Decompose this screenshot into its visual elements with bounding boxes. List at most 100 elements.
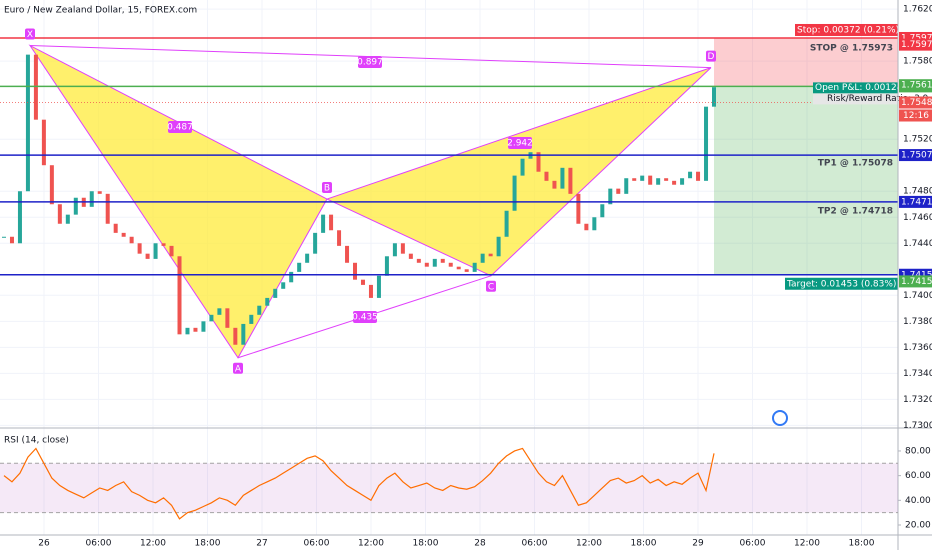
candle [432, 258, 437, 267]
candle [656, 178, 661, 185]
candle [680, 178, 685, 185]
candle [289, 271, 294, 283]
logo [772, 410, 788, 426]
ratio-label: 0.487 [167, 123, 193, 133]
candle [568, 167, 573, 194]
time-tick-label: 06:00 [86, 539, 112, 549]
candle [440, 258, 445, 263]
candle [113, 223, 118, 233]
price-tick-label: 1.74400 [903, 239, 932, 249]
time-tick-label: 18:00 [849, 539, 875, 549]
tp1: TP1 @ 1.75078 [818, 159, 893, 169]
candle [496, 236, 501, 257]
rsi-band [0, 463, 898, 513]
ratio-label: 0.897 [357, 58, 383, 68]
candle [257, 305, 262, 315]
candle [145, 253, 150, 259]
candle [416, 258, 421, 263]
rsi-tick-label: 40.00 [905, 496, 931, 506]
time-tick-label: 18:00 [631, 539, 657, 549]
candle [201, 321, 206, 332]
candle [2, 236, 6, 238]
point-label: C [488, 282, 494, 292]
candle [297, 262, 302, 272]
candle [281, 282, 286, 289]
price-tick-label: 1.73000 [903, 421, 932, 431]
candle [33, 54, 38, 120]
point-label: X [27, 30, 33, 40]
candle [424, 262, 429, 267]
rsi-tick-label: 80.00 [905, 446, 931, 456]
candle [73, 197, 78, 215]
time-tick-label: 27 [256, 539, 267, 549]
point-label: D [708, 52, 715, 62]
price-tick-label: 1.73200 [903, 395, 932, 405]
candle [249, 314, 254, 324]
marker-label: 1.75482 [901, 98, 932, 108]
candle [600, 204, 605, 218]
ratio-bg [353, 311, 377, 323]
price-tick-label: 1.73600 [903, 343, 932, 353]
candle [376, 275, 381, 298]
candle [193, 327, 198, 332]
time-tick-label: 18:00 [195, 539, 221, 549]
candle [41, 119, 46, 166]
candle [57, 204, 62, 224]
candle [265, 297, 270, 306]
candle [576, 193, 581, 224]
target-zone [714, 86, 898, 275]
rsi-pane: 80.00 60.00 40.00 20.00 [0, 446, 931, 531]
price-tick-label: 1.74600 [903, 213, 932, 223]
candle [536, 152, 541, 172]
pnl-bg [813, 82, 898, 94]
candle [472, 262, 477, 272]
candle [65, 214, 70, 224]
candle [584, 223, 589, 231]
price-tick-label: 1.74000 [903, 291, 932, 301]
candle [313, 232, 318, 254]
time-tick-label: 12:00 [358, 539, 384, 549]
candle [592, 217, 597, 231]
candle [672, 180, 677, 185]
level-label: 1.75978 [901, 33, 932, 43]
candle [688, 171, 693, 179]
candle [552, 180, 557, 189]
candle [560, 167, 565, 189]
candle [624, 178, 629, 194]
price-tick-label: 1.74800 [903, 187, 932, 197]
candle [408, 253, 413, 259]
point-label-bg [322, 182, 332, 194]
candle [273, 288, 278, 298]
level-label-bg [899, 195, 932, 208]
pnl: Open P&L: 0.00124, Qty: G [815, 83, 932, 93]
ratio-label: 2.942 [507, 139, 533, 149]
candle [384, 256, 389, 276]
pattern-fill [325, 67, 712, 277]
candle [480, 253, 485, 263]
candle [137, 243, 142, 254]
point-label-bg [25, 28, 35, 40]
candle [360, 279, 365, 285]
candle [241, 323, 246, 345]
countdown: 12:16 [903, 111, 929, 121]
ratio-label: 0.435 [352, 313, 378, 323]
candle [225, 308, 230, 328]
level-label: 1.74718 [901, 197, 932, 207]
candle [616, 188, 621, 194]
candle [504, 210, 509, 237]
time-tick-label: 28 [474, 539, 486, 549]
price-axis: 1.76200 1.75800 1.75200 1.74800 1.74600 1.744… [899, 5, 932, 431]
time-tick-label: 12:00 [576, 539, 602, 549]
candle [337, 230, 342, 246]
candle [217, 308, 222, 315]
candle [664, 178, 669, 181]
main-pane: X A B C D 0.897 0.487 2.942 0.435 Stop: 0.00372 (… [0, 23, 932, 374]
candle [49, 165, 54, 205]
candle [209, 314, 214, 322]
candle [512, 175, 517, 211]
candle [153, 243, 158, 259]
rsi-tick-label: 60.00 [905, 471, 931, 481]
candle [17, 191, 22, 244]
